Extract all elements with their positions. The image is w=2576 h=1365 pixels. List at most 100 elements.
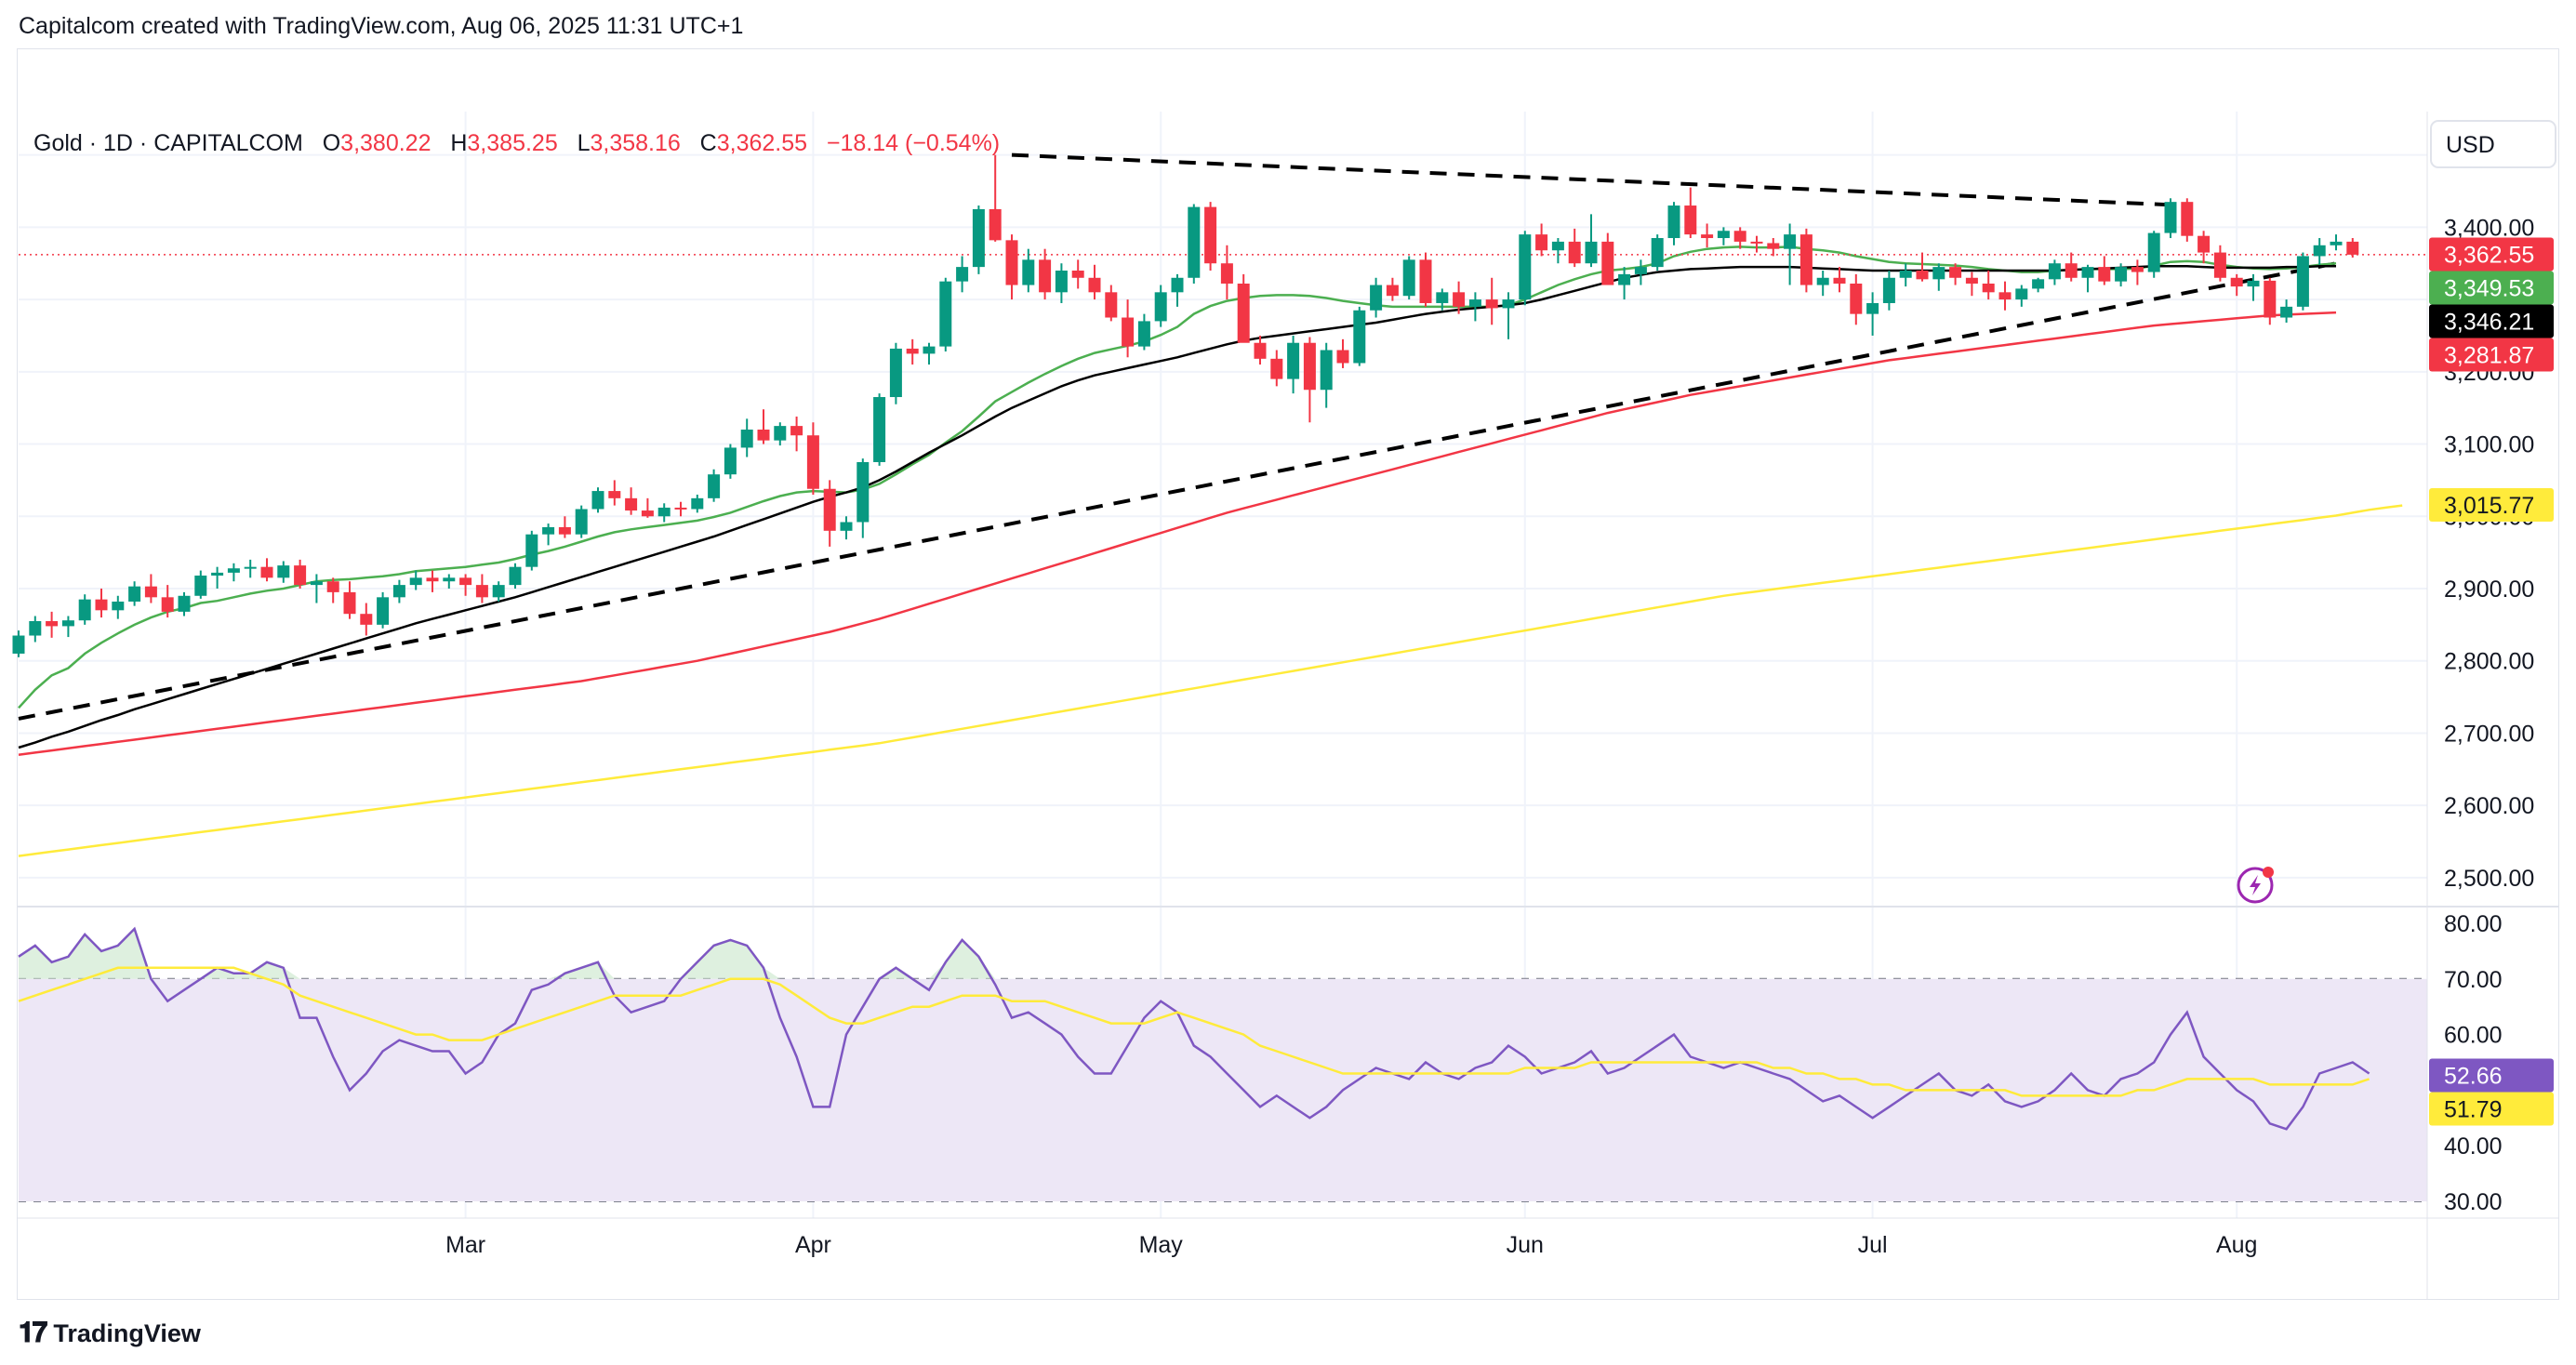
candle-body <box>989 208 1002 241</box>
candle-body <box>1022 259 1035 285</box>
rsi-tick-label: 30.00 <box>2444 1189 2503 1215</box>
candle-body <box>277 565 290 578</box>
candle-body <box>2230 277 2243 287</box>
candle-body <box>1949 267 1962 278</box>
candle-body <box>1784 234 1797 249</box>
candle-body <box>1634 267 1647 274</box>
candle-body <box>641 510 654 517</box>
candle-body <box>1519 234 1532 300</box>
candle-body <box>691 497 704 510</box>
candle-body <box>939 281 952 347</box>
price-tick-label: 2,500.00 <box>2444 866 2534 892</box>
lightning-icon[interactable] <box>2237 867 2274 904</box>
candle-body <box>1684 205 1697 235</box>
candle-body <box>774 426 787 441</box>
candle-body <box>392 585 405 598</box>
candle-body <box>459 577 472 586</box>
price-tick-label: 3,100.00 <box>2444 432 2534 458</box>
candle-body <box>823 488 836 531</box>
ma20-line <box>18 245 2337 709</box>
candle-body <box>1254 342 1267 359</box>
candle-body <box>2213 252 2226 278</box>
candle-body <box>29 620 42 636</box>
trendline-layer <box>18 152 2337 721</box>
candle-body <box>1039 259 1052 293</box>
price-label: 3,346.21 <box>2444 309 2534 335</box>
candle-body <box>1618 273 1631 285</box>
candle-body <box>1850 283 1863 314</box>
high-label: H <box>450 130 468 156</box>
candle-body <box>211 572 224 576</box>
ma100-line <box>18 311 2337 757</box>
rsi-overbought-fill <box>19 928 2370 979</box>
price-label-bg <box>2429 338 2554 372</box>
ma200-line <box>18 504 2403 857</box>
candle-body <box>112 601 125 611</box>
candle-body <box>1386 285 1399 297</box>
high-value: 3,385.25 <box>467 130 558 156</box>
candle-body <box>343 591 356 615</box>
open-value: 3,380.22 <box>340 130 432 156</box>
price-label-bg <box>2429 304 2554 338</box>
candle-body <box>46 620 59 627</box>
price-tick-label: 2,700.00 <box>2444 721 2534 747</box>
candle-body <box>475 585 488 598</box>
price-label: 3,349.53 <box>2444 275 2534 301</box>
rsi-value-label: 52.66 <box>2444 1063 2503 1089</box>
candle-body <box>2296 256 2309 307</box>
candle-body <box>856 461 870 523</box>
candle-body <box>1701 234 1714 239</box>
candle-body <box>2032 279 2045 289</box>
candle-body <box>1436 292 1449 303</box>
footer-brand[interactable]: 𝟏𝟕 TradingView <box>19 1318 201 1349</box>
candle-body <box>1916 271 1929 280</box>
price-label: 3,281.87 <box>2444 342 2534 368</box>
price-tick-label: 2,600.00 <box>2444 793 2534 819</box>
candle-body <box>591 491 604 510</box>
candle-body <box>161 597 174 612</box>
ma50-line <box>18 265 2336 749</box>
candle-body <box>1585 241 1598 264</box>
candle-body <box>310 581 323 586</box>
candle-body <box>575 509 588 535</box>
candle-layer <box>12 154 2427 657</box>
currency-box <box>2430 120 2556 168</box>
candle-body <box>78 599 91 621</box>
change-value: −18.14 (−0.54%) <box>826 130 1001 156</box>
candle-body <box>2198 235 2211 253</box>
time-axis: Mar Apr May Jun Jul Aug <box>445 1232 2257 1258</box>
candle-body <box>2313 245 2326 257</box>
candle-body <box>1171 277 1184 293</box>
candle-body <box>1303 342 1316 391</box>
candle-body <box>409 577 422 586</box>
candle-body <box>1419 259 1432 303</box>
candle-body <box>1833 277 1846 284</box>
candle-body <box>1336 350 1349 364</box>
moving-average-layer <box>18 245 2403 857</box>
candle-body <box>1667 205 1680 239</box>
candle-body <box>492 585 505 598</box>
candle-body <box>2098 267 2111 282</box>
candle-body <box>923 346 936 354</box>
candle-body <box>1468 299 1481 307</box>
rsi-line <box>18 926 2370 1131</box>
candle-body <box>1453 292 1466 307</box>
candle-body <box>1568 241 1581 264</box>
candle-body <box>956 267 969 282</box>
candle-body <box>2081 267 2094 278</box>
candle-body <box>1105 292 1118 318</box>
rsi-tick-label: 70.00 <box>2444 967 2503 993</box>
chart-frame <box>17 48 2559 1300</box>
rsi-layer <box>18 926 2370 1131</box>
low-value: 3,358.16 <box>590 130 681 156</box>
candle-body <box>1551 241 1564 251</box>
candle-body <box>2048 263 2061 280</box>
candle-body <box>1220 263 1233 284</box>
candle-body <box>2330 241 2343 245</box>
candle-body <box>1767 243 1780 249</box>
symbol-label[interactable]: Gold · 1D · CAPITALCOM <box>33 130 303 156</box>
candle-body <box>1601 241 1614 285</box>
close-label: C <box>699 130 717 156</box>
candle-body <box>1353 310 1366 364</box>
